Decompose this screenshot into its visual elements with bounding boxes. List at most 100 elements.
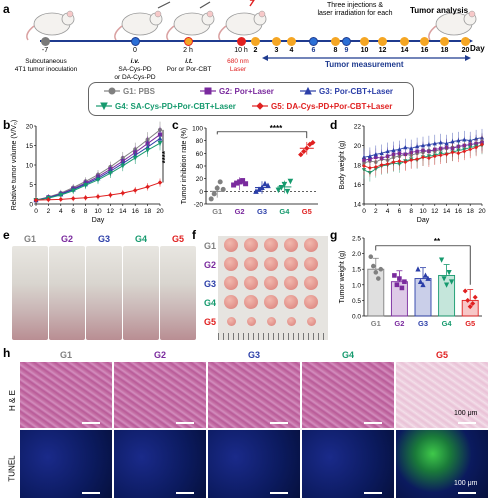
panel-label-b: b xyxy=(3,118,11,132)
injection-note: Three injections & laser irradiation for… xyxy=(317,2,393,17)
data-point xyxy=(217,179,223,185)
y-tick-label: 1.0 xyxy=(352,282,361,289)
legend-item: G5: DA-Cys-PD+Por-CBT+Laser xyxy=(252,101,392,111)
step-text: Laser xyxy=(229,66,247,73)
y-tick-label: -20 xyxy=(194,202,204,209)
panel-label-h: h xyxy=(3,346,11,360)
tumor-sample xyxy=(224,295,238,309)
tumor-sample xyxy=(244,276,258,290)
mouse-icon xyxy=(114,1,171,41)
y-tick-label: 22 xyxy=(354,124,362,131)
y-tick-label: 0.5 xyxy=(352,298,361,305)
mouse-icon xyxy=(428,10,477,41)
data-point xyxy=(379,150,384,156)
y-tick-label: 20 xyxy=(354,143,362,150)
timeline-dot xyxy=(131,37,140,46)
day-label: 10 h xyxy=(234,47,248,54)
he-stain-image xyxy=(302,362,394,428)
tunel-stain-image xyxy=(302,430,394,498)
tumor-sample xyxy=(244,238,258,252)
data-point xyxy=(373,270,379,275)
data-point xyxy=(432,154,437,159)
mouse-photo xyxy=(49,246,85,340)
scale-bar xyxy=(458,492,476,494)
data-point xyxy=(403,160,408,165)
he-stain-image xyxy=(114,362,206,428)
data-point xyxy=(220,186,226,192)
step-text: SA-Cys-PD xyxy=(118,66,152,73)
data-point xyxy=(422,272,429,278)
legend-marker xyxy=(200,87,216,95)
y-axis-label: Relative tumor volume (V/V₀) xyxy=(11,120,18,210)
y-tick-label: 2.5 xyxy=(352,236,361,243)
x-tick-label: 20 xyxy=(156,208,164,215)
he-stain-image xyxy=(20,362,112,428)
scale-bar-label: 100 μm xyxy=(454,410,478,417)
tumor-sample xyxy=(246,316,256,326)
y-axis-label: Body weight (g) xyxy=(339,141,346,190)
data-point xyxy=(208,196,214,202)
data-point xyxy=(371,263,376,269)
mouse-photo xyxy=(123,246,159,340)
data-point xyxy=(145,184,150,190)
data-point xyxy=(107,171,113,176)
day-label: 18 xyxy=(440,47,449,54)
tunel-stain-image xyxy=(20,430,112,498)
x-tick-label: 2 xyxy=(374,208,378,215)
panel-label-c: c xyxy=(172,118,179,132)
mouse-icon xyxy=(26,10,75,41)
group-label: G3 xyxy=(247,350,260,360)
data-point xyxy=(108,87,116,95)
day-label: 12 xyxy=(378,47,387,54)
group-label: G4 xyxy=(134,234,147,244)
data-point xyxy=(385,148,390,154)
legend-item: G3: Por-CBT+Laser xyxy=(300,86,393,96)
scale-bar xyxy=(270,492,288,494)
x-tick-label: 6 xyxy=(398,208,402,215)
legend-marker xyxy=(104,87,120,95)
day-label: 20 xyxy=(461,47,470,54)
data-point xyxy=(108,192,113,198)
x-tick-label: 8 xyxy=(84,208,88,215)
row-label-he: H & E xyxy=(7,389,17,411)
legend-marker xyxy=(300,86,316,95)
data-point xyxy=(420,155,426,160)
data-point xyxy=(403,145,408,150)
data-point xyxy=(385,162,390,167)
group-label: G1 xyxy=(204,241,217,251)
y-tick-label: 40 xyxy=(196,164,204,171)
data-point xyxy=(450,150,455,155)
he-stain-image xyxy=(396,362,488,428)
day-label: 8 xyxy=(333,47,338,54)
legend-label: G5: DA-Cys-PD+Por-CBT+Laser xyxy=(271,101,393,111)
data-point xyxy=(262,180,268,187)
data-point xyxy=(132,188,138,193)
tumor-sample xyxy=(304,295,318,309)
x-tick-label: G5 xyxy=(302,207,312,216)
timeline-dot xyxy=(440,37,449,46)
timeline-dot xyxy=(420,37,429,46)
timeline-dot xyxy=(287,37,296,46)
data-point xyxy=(394,282,400,288)
mouse-photo xyxy=(86,246,122,340)
tumor-sample xyxy=(304,276,318,290)
data-point xyxy=(157,180,163,185)
inhibition-rate-chart: -20 0 20 40 60 80 100 Tumor inhibition rate (%)… xyxy=(181,124,318,216)
tumor-sample xyxy=(224,276,238,290)
data-point xyxy=(397,146,402,152)
tumor-sample xyxy=(304,238,318,252)
panel-label-e: e xyxy=(3,228,10,242)
data-point xyxy=(120,190,126,196)
x-tick-label: G3 xyxy=(257,207,267,216)
data-point xyxy=(95,177,101,183)
ruler xyxy=(218,333,328,340)
data-point xyxy=(211,191,217,197)
data-point xyxy=(373,164,378,169)
data-point xyxy=(468,147,473,152)
data-point xyxy=(83,183,89,188)
tumor-sample xyxy=(264,276,278,290)
scale-bar-label: 100 μm xyxy=(454,480,478,487)
x-tick-label: G3 xyxy=(418,319,428,328)
data-point xyxy=(287,178,294,185)
